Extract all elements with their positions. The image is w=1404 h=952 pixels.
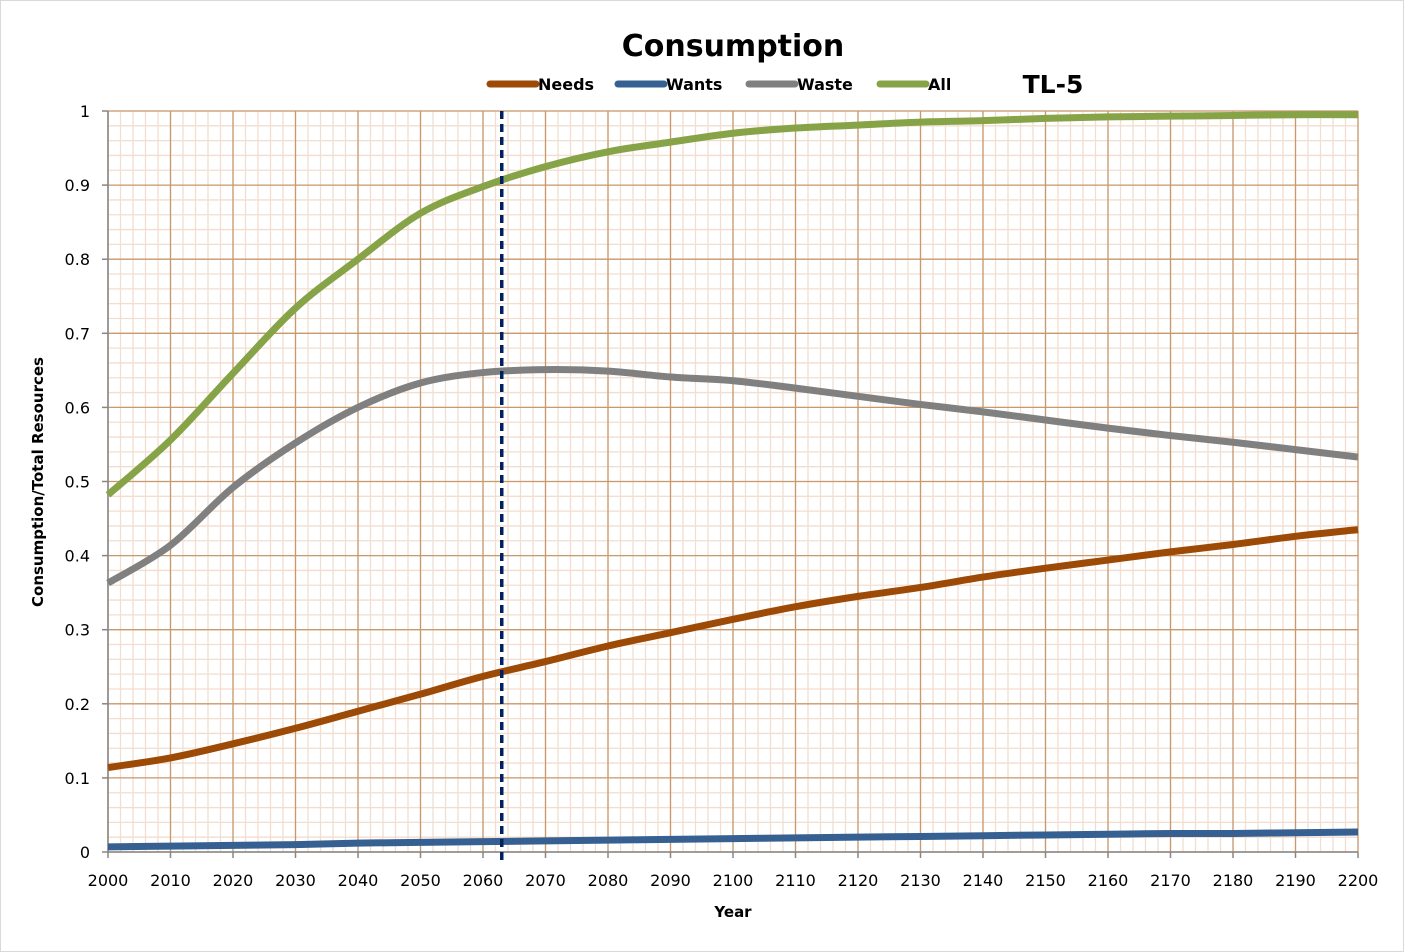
x-tick-label: 2000 bbox=[88, 871, 129, 890]
y-tick-label: 0.7 bbox=[65, 324, 90, 343]
x-tick-labels: 2000 2010 2020 2030 2040 2050 2060 2070 2080 2090… bbox=[88, 871, 1379, 890]
y-tick-label: 0.3 bbox=[65, 621, 90, 640]
series-line-all bbox=[105, 111, 1359, 498]
legend-item-needs: Needs bbox=[486, 75, 594, 94]
x-tick-label: 2070 bbox=[525, 871, 566, 890]
x-tick-label: 2150 bbox=[1025, 871, 1066, 890]
x-tick-label: 2170 bbox=[1150, 871, 1191, 890]
y-axis-title: Consumption/Total Resources bbox=[29, 357, 47, 607]
x-axis-title: Year bbox=[713, 903, 752, 921]
y-tick-label: 0.9 bbox=[65, 176, 90, 195]
x-tick-label: 2040 bbox=[338, 871, 379, 890]
x-tick-label: 2140 bbox=[963, 871, 1004, 890]
legend-item-wants: Wants bbox=[614, 75, 722, 94]
y-tick-label: 0.5 bbox=[65, 473, 90, 492]
y-tick-label: 0.2 bbox=[65, 695, 90, 714]
x-tick-label: 2180 bbox=[1213, 871, 1254, 890]
x-tick-label: 2050 bbox=[400, 871, 441, 890]
legend-item-all: All bbox=[876, 75, 951, 94]
x-tick-label: 2110 bbox=[775, 871, 816, 890]
series-lines bbox=[105, 111, 1359, 851]
y-tick-label: 0.1 bbox=[65, 769, 90, 788]
y-tick-label: 0.4 bbox=[65, 547, 90, 566]
x-tick-label: 2010 bbox=[150, 871, 191, 890]
x-tick-label: 2130 bbox=[900, 871, 941, 890]
x-tick-label: 2200 bbox=[1338, 871, 1379, 890]
x-tick-label: 2090 bbox=[650, 871, 691, 890]
y-tick-label: 1 bbox=[80, 102, 90, 121]
legend-label: Needs bbox=[538, 75, 594, 94]
y-tick-labels: 0 0.1 0.2 0.3 0.4 0.5 0.6 0.7 0.8 0.9 1 bbox=[65, 102, 90, 862]
x-tick-label: 2080 bbox=[588, 871, 629, 890]
series-line-needs bbox=[107, 526, 1359, 771]
chart-annotation-tag: TL-5 bbox=[1023, 70, 1084, 99]
y-tick-label: 0.8 bbox=[65, 250, 90, 269]
x-tick-label: 2160 bbox=[1088, 871, 1129, 890]
legend-item-waste: Waste bbox=[745, 75, 853, 94]
x-tick-label: 2190 bbox=[1275, 871, 1316, 890]
y-tick-label: 0.6 bbox=[65, 398, 90, 417]
x-tick-label: 2100 bbox=[713, 871, 754, 890]
x-tick-label: 2020 bbox=[213, 871, 254, 890]
x-tick-label: 2030 bbox=[275, 871, 316, 890]
chart-title: Consumption bbox=[622, 29, 845, 64]
axes bbox=[102, 110, 1359, 858]
legend-label: Wants bbox=[666, 75, 722, 94]
x-tick-label: 2060 bbox=[463, 871, 504, 890]
legend-label: All bbox=[928, 75, 951, 94]
major-gridlines bbox=[107, 110, 1359, 853]
x-tick-label: 2120 bbox=[838, 871, 879, 890]
legend: Needs Wants Waste All bbox=[486, 75, 951, 94]
legend-label: Waste bbox=[797, 75, 853, 94]
y-tick-label: 0 bbox=[80, 843, 90, 862]
series-line-waste bbox=[106, 366, 1359, 587]
series-line-wants bbox=[107, 828, 1359, 851]
